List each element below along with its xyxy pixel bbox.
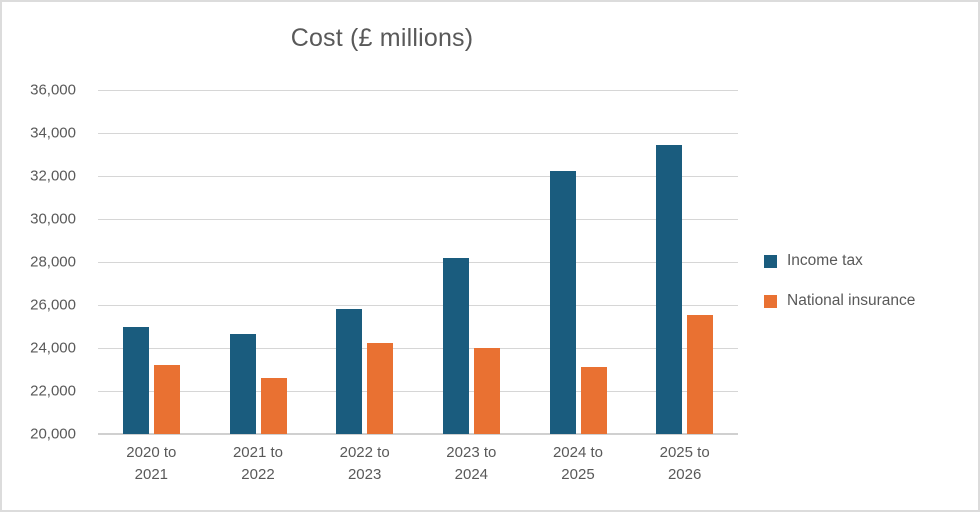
gridline (98, 219, 738, 220)
legend-swatch-icon (764, 294, 777, 308)
x-axis-tick-line: 2021 to (232, 444, 283, 461)
x-axis-tick-label: 2022 to 2023 (311, 442, 418, 486)
legend-item[interactable]: Income tax (764, 252, 974, 270)
bar-group (525, 90, 632, 434)
chart-title: Cost (£ millions) (290, 24, 474, 52)
bar-national-insurance[interactable] (580, 367, 607, 434)
bar-income-tax[interactable] (549, 170, 576, 434)
y-axis-tick-label: 28,000 (30, 253, 76, 271)
gridline (98, 176, 738, 177)
y-axis-labels: 36,000 34,000 32,000 30,000 28,000 26,000 24,0… (2, 82, 90, 443)
y-axis-tick-label: 26,000 (30, 296, 76, 314)
x-axis-tick-line: 2022 (241, 466, 275, 483)
x-axis-tick-line: 2026 (667, 466, 702, 483)
x-axis-tick-line: 2021 (134, 466, 169, 483)
x-axis-tick-line: 2024 (454, 466, 489, 483)
bar-group (631, 90, 738, 434)
y-axis-tick-label: 34,000 (30, 124, 76, 142)
x-axis-tick-label: 2020 to 2021 (98, 442, 205, 486)
y-axis-tick-label: 22,000 (30, 382, 76, 400)
x-axis-tick-line: 2022 to (339, 444, 390, 461)
x-axis-tick-label: 2023 to 2024 (418, 442, 525, 486)
x-axis-tick-line: 2023 to (446, 444, 497, 461)
x-axis-line (98, 433, 738, 435)
x-axis-tick-label: 2024 to 2025 (525, 442, 632, 486)
bar-income-tax[interactable] (336, 309, 363, 434)
bars-layer (98, 90, 738, 434)
y-axis-tick-label: 24,000 (30, 339, 76, 357)
gridline (98, 305, 738, 306)
gridline (98, 133, 738, 134)
bar-group (98, 90, 205, 434)
y-axis-tick-label: 20,000 (30, 425, 76, 443)
legend-item[interactable]: National insurance (764, 292, 974, 310)
y-axis-tick-label: 36,000 (30, 81, 76, 99)
gridline (98, 90, 738, 91)
bar-group (205, 90, 312, 434)
x-axis-tick-line: 2025 to (659, 444, 710, 461)
bar-national-insurance[interactable] (367, 342, 394, 434)
bar-income-tax[interactable] (123, 326, 149, 434)
chart-legend: Income tax National insurance (764, 252, 974, 332)
x-axis-tick-label: 2021 to 2022 (205, 442, 312, 486)
legend-label: Income tax (787, 252, 863, 269)
bar-national-insurance[interactable] (687, 314, 714, 434)
x-axis-labels: 2020 to 2021 2021 to 2022 2022 to 2023 2023 to… (98, 442, 738, 504)
bar-national-insurance[interactable] (474, 348, 500, 434)
legend-label: National insurance (787, 292, 916, 309)
bar-income-tax[interactable] (229, 334, 256, 434)
bar-group (418, 90, 525, 434)
legend-swatch-icon (764, 254, 777, 268)
x-axis-tick-label: 2025 to 2026 (631, 442, 738, 486)
gridline (98, 262, 738, 263)
x-axis-tick-line: 2023 (347, 466, 382, 483)
bar-group (311, 90, 418, 434)
x-axis-tick-line: 2024 to (552, 444, 603, 461)
y-axis-tick-label: 32,000 (30, 167, 76, 185)
y-axis-tick-label: 30,000 (30, 210, 76, 228)
gridline (98, 391, 738, 392)
bar-national-insurance[interactable] (260, 378, 287, 434)
x-axis-tick-line: 2025 (561, 466, 595, 483)
bar-national-insurance[interactable] (154, 365, 180, 434)
bar-income-tax[interactable] (443, 257, 469, 434)
gridline (98, 348, 738, 349)
x-axis-tick-line: 2020 to (126, 444, 177, 461)
bar-income-tax[interactable] (656, 144, 683, 434)
